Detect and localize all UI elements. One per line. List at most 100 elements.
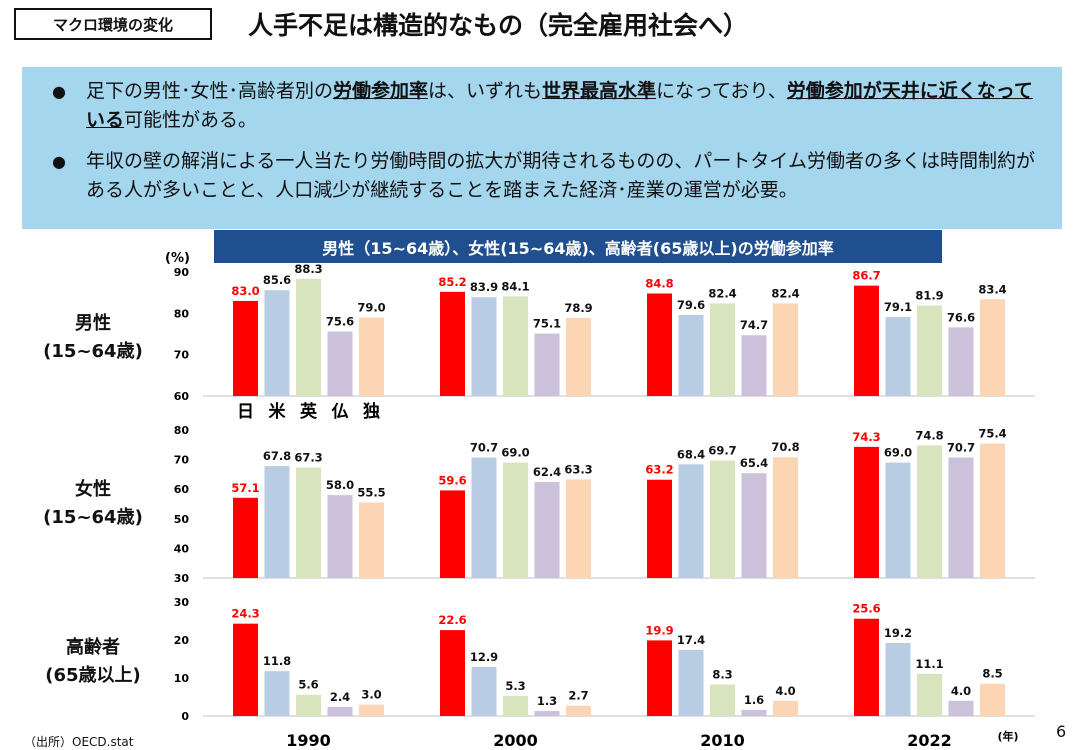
bullet1-text-2: は、いずれも (428, 80, 543, 102)
data-label: 83.4 (978, 282, 1006, 296)
data-label: 79.6 (677, 298, 705, 312)
data-label: 86.7 (852, 269, 880, 283)
data-label: 68.4 (677, 447, 705, 461)
data-label: 74.7 (740, 318, 768, 332)
data-label: 67.3 (294, 451, 322, 465)
bar (854, 285, 879, 396)
country-label: 米 (269, 401, 287, 422)
data-label: 85.6 (263, 273, 291, 287)
bar (471, 666, 497, 716)
summary-bullet-1: ● 足下の男性･女性･高齢者別の労働参加率は、いずれも世界最高水準になっており、… (52, 77, 1046, 135)
data-label: 4.0 (951, 684, 971, 698)
page-number: 6 (1056, 722, 1067, 741)
bar (503, 695, 528, 716)
bar (296, 467, 321, 578)
y-tick-label: 30 (174, 572, 190, 585)
data-label: 62.4 (533, 465, 561, 479)
data-label: 2.7 (568, 689, 588, 703)
bullet-dot-icon: ● (52, 82, 66, 101)
x-axis-unit: (年) (997, 729, 1018, 743)
y-tick-label: 60 (174, 483, 190, 496)
bar (678, 464, 704, 578)
data-label: 78.9 (564, 301, 592, 315)
bar (264, 290, 290, 396)
data-label: 75.4 (978, 427, 1006, 441)
data-label: 2.4 (330, 690, 350, 704)
y-tick-label: 70 (174, 454, 190, 467)
bar (885, 317, 911, 396)
y-tick-label: 90 (174, 266, 190, 279)
data-label: 1.6 (744, 693, 764, 707)
data-label: 8.3 (712, 667, 732, 681)
y-tick-label: 80 (174, 307, 190, 320)
data-label: 85.2 (438, 275, 466, 289)
bar (917, 445, 942, 578)
y-tick-label: 20 (174, 634, 190, 647)
bar (534, 333, 560, 396)
bar (678, 314, 704, 396)
data-label: 4.0 (775, 684, 795, 698)
bullet1-emphasis-3: 労働参加が天井に近くなっている (86, 80, 1033, 131)
data-label: 82.4 (708, 286, 736, 300)
bar (773, 457, 798, 578)
bar (296, 694, 321, 716)
data-label: 69.7 (708, 443, 736, 457)
x-tick-label: 2000 (493, 731, 538, 750)
data-label: 63.3 (564, 462, 592, 476)
data-label: 69.0 (884, 446, 912, 460)
bar (710, 684, 735, 716)
panel-label-elderly-text: 高齢者 (65歳以上) (45, 637, 141, 686)
y-tick-label: 10 (174, 672, 190, 685)
bar (296, 279, 321, 396)
summary-bullet-2: ● 年収の壁の解消による一人当たり労働時間の拡大が期待されるものの、パートタイム… (52, 147, 1046, 205)
data-label: 70.8 (771, 440, 799, 454)
bar (327, 331, 353, 396)
section-tag: マクロ環境の変化 (14, 8, 212, 40)
bar (534, 482, 560, 578)
bar (647, 479, 672, 578)
bar (980, 683, 1005, 716)
panel-label-elderly: 高齢者 (65歳以上) (18, 634, 168, 690)
data-label: 75.1 (533, 317, 561, 331)
bar (264, 466, 290, 578)
data-label: 11.1 (915, 657, 943, 671)
data-label: 79.1 (884, 300, 912, 314)
data-label: 76.6 (947, 310, 975, 324)
bar (885, 643, 911, 716)
bar (773, 700, 798, 716)
bar (917, 673, 942, 716)
summary-box: ● 足下の男性･女性･高齢者別の労働参加率は、いずれも世界最高水準になっており、… (22, 67, 1062, 229)
data-label: 74.3 (852, 430, 880, 444)
data-label: 57.1 (231, 481, 259, 495)
bar (854, 618, 879, 716)
country-label: 独 (363, 401, 380, 422)
page-title: 人手不足は構造的なもの（完全雇用社会へ） (248, 11, 749, 40)
panel-label-female-text: 女性 (15~64歳) (43, 479, 143, 528)
bar (710, 460, 735, 578)
bar (948, 700, 974, 716)
bar (854, 446, 879, 578)
data-label: 63.2 (645, 463, 673, 477)
data-label: 69.0 (501, 446, 529, 460)
bullet1-emphasis-1: 労働参加率 (333, 80, 429, 102)
bar (741, 709, 767, 716)
bar (566, 317, 591, 396)
data-label: 19.2 (884, 626, 912, 640)
data-label: 88.3 (294, 262, 322, 276)
bullet2-text: 年収の壁の解消による一人当たり労働時間の拡大が期待されるものの、パートタイム労働… (86, 150, 1036, 201)
data-label: 84.8 (645, 276, 673, 290)
bar (327, 706, 353, 716)
data-label: 22.6 (438, 613, 466, 627)
data-label: 11.8 (263, 654, 291, 668)
data-label: 59.6 (438, 473, 466, 487)
bar (327, 495, 353, 578)
bar (710, 303, 735, 396)
bar (741, 473, 767, 578)
data-label: 81.9 (915, 288, 943, 302)
x-tick-label: 2022 (907, 731, 952, 750)
bar (980, 443, 1005, 578)
bar (948, 457, 974, 578)
bullet1-text-3: になっており、 (656, 80, 787, 102)
y-tick-label: 0 (181, 710, 189, 723)
